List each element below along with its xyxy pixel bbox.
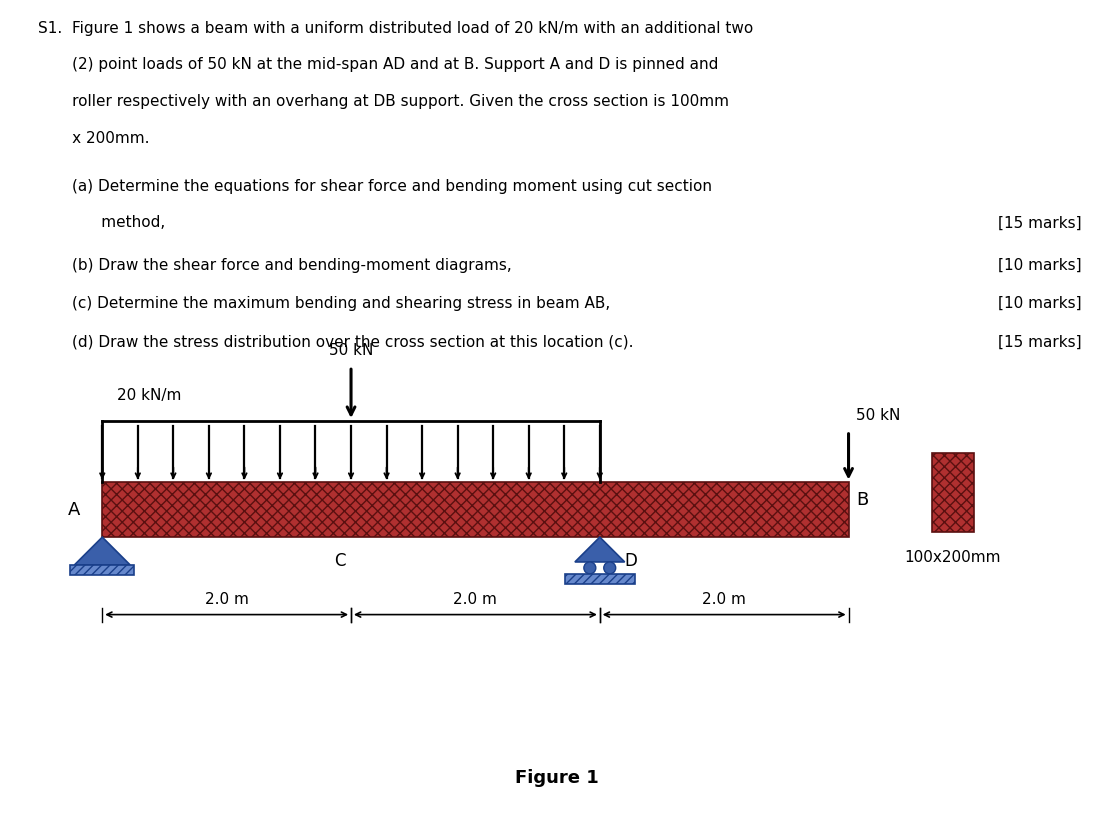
Text: x 200mm.: x 200mm. bbox=[38, 131, 149, 146]
Text: 20 kN/m: 20 kN/m bbox=[117, 388, 182, 403]
Polygon shape bbox=[575, 537, 625, 562]
Text: (2) point loads of 50 kN at the mid-span AD and at B. Support A and D is pinned : (2) point loads of 50 kN at the mid-span… bbox=[38, 57, 719, 73]
Bar bbox=[70, 565, 135, 575]
Text: (c) Determine the maximum bending and shearing stress in beam AB,: (c) Determine the maximum bending and sh… bbox=[72, 296, 610, 312]
Text: C: C bbox=[334, 552, 346, 570]
Text: A: A bbox=[68, 501, 80, 519]
Text: Figure 1: Figure 1 bbox=[515, 770, 599, 788]
Text: D: D bbox=[625, 552, 637, 570]
Bar bbox=[565, 574, 635, 584]
Text: 50 kN: 50 kN bbox=[857, 408, 901, 423]
Text: (b) Draw the shear force and bending-moment diagrams,: (b) Draw the shear force and bending-mom… bbox=[72, 258, 512, 272]
Circle shape bbox=[584, 562, 596, 574]
Bar bbox=[932, 452, 974, 533]
Text: [10 marks]: [10 marks] bbox=[998, 258, 1082, 272]
Bar bbox=[102, 483, 849, 537]
Text: (d) Draw the stress distribution over the cross section at this location (c).: (d) Draw the stress distribution over th… bbox=[72, 335, 634, 350]
Circle shape bbox=[604, 562, 616, 574]
Text: [15 marks]: [15 marks] bbox=[998, 335, 1082, 350]
Text: [15 marks]: [15 marks] bbox=[998, 215, 1082, 231]
Text: 2.0 m: 2.0 m bbox=[702, 591, 746, 607]
Text: roller respectively with an overhang at DB support. Given the cross section is 1: roller respectively with an overhang at … bbox=[38, 94, 729, 109]
Text: B: B bbox=[857, 491, 869, 509]
Text: method,: method, bbox=[72, 215, 166, 231]
Text: 2.0 m: 2.0 m bbox=[205, 591, 248, 607]
Polygon shape bbox=[75, 537, 130, 565]
Text: (a) Determine the equations for shear force and bending moment using cut section: (a) Determine the equations for shear fo… bbox=[72, 178, 713, 194]
Text: 100x200mm: 100x200mm bbox=[905, 550, 1001, 565]
Text: 50 kN: 50 kN bbox=[329, 344, 373, 358]
Text: 2.0 m: 2.0 m bbox=[453, 591, 497, 607]
Text: [10 marks]: [10 marks] bbox=[998, 296, 1082, 312]
Text: S1.  Figure 1 shows a beam with a uniform distributed load of 20 kN/m with an ad: S1. Figure 1 shows a beam with a uniform… bbox=[38, 20, 753, 36]
